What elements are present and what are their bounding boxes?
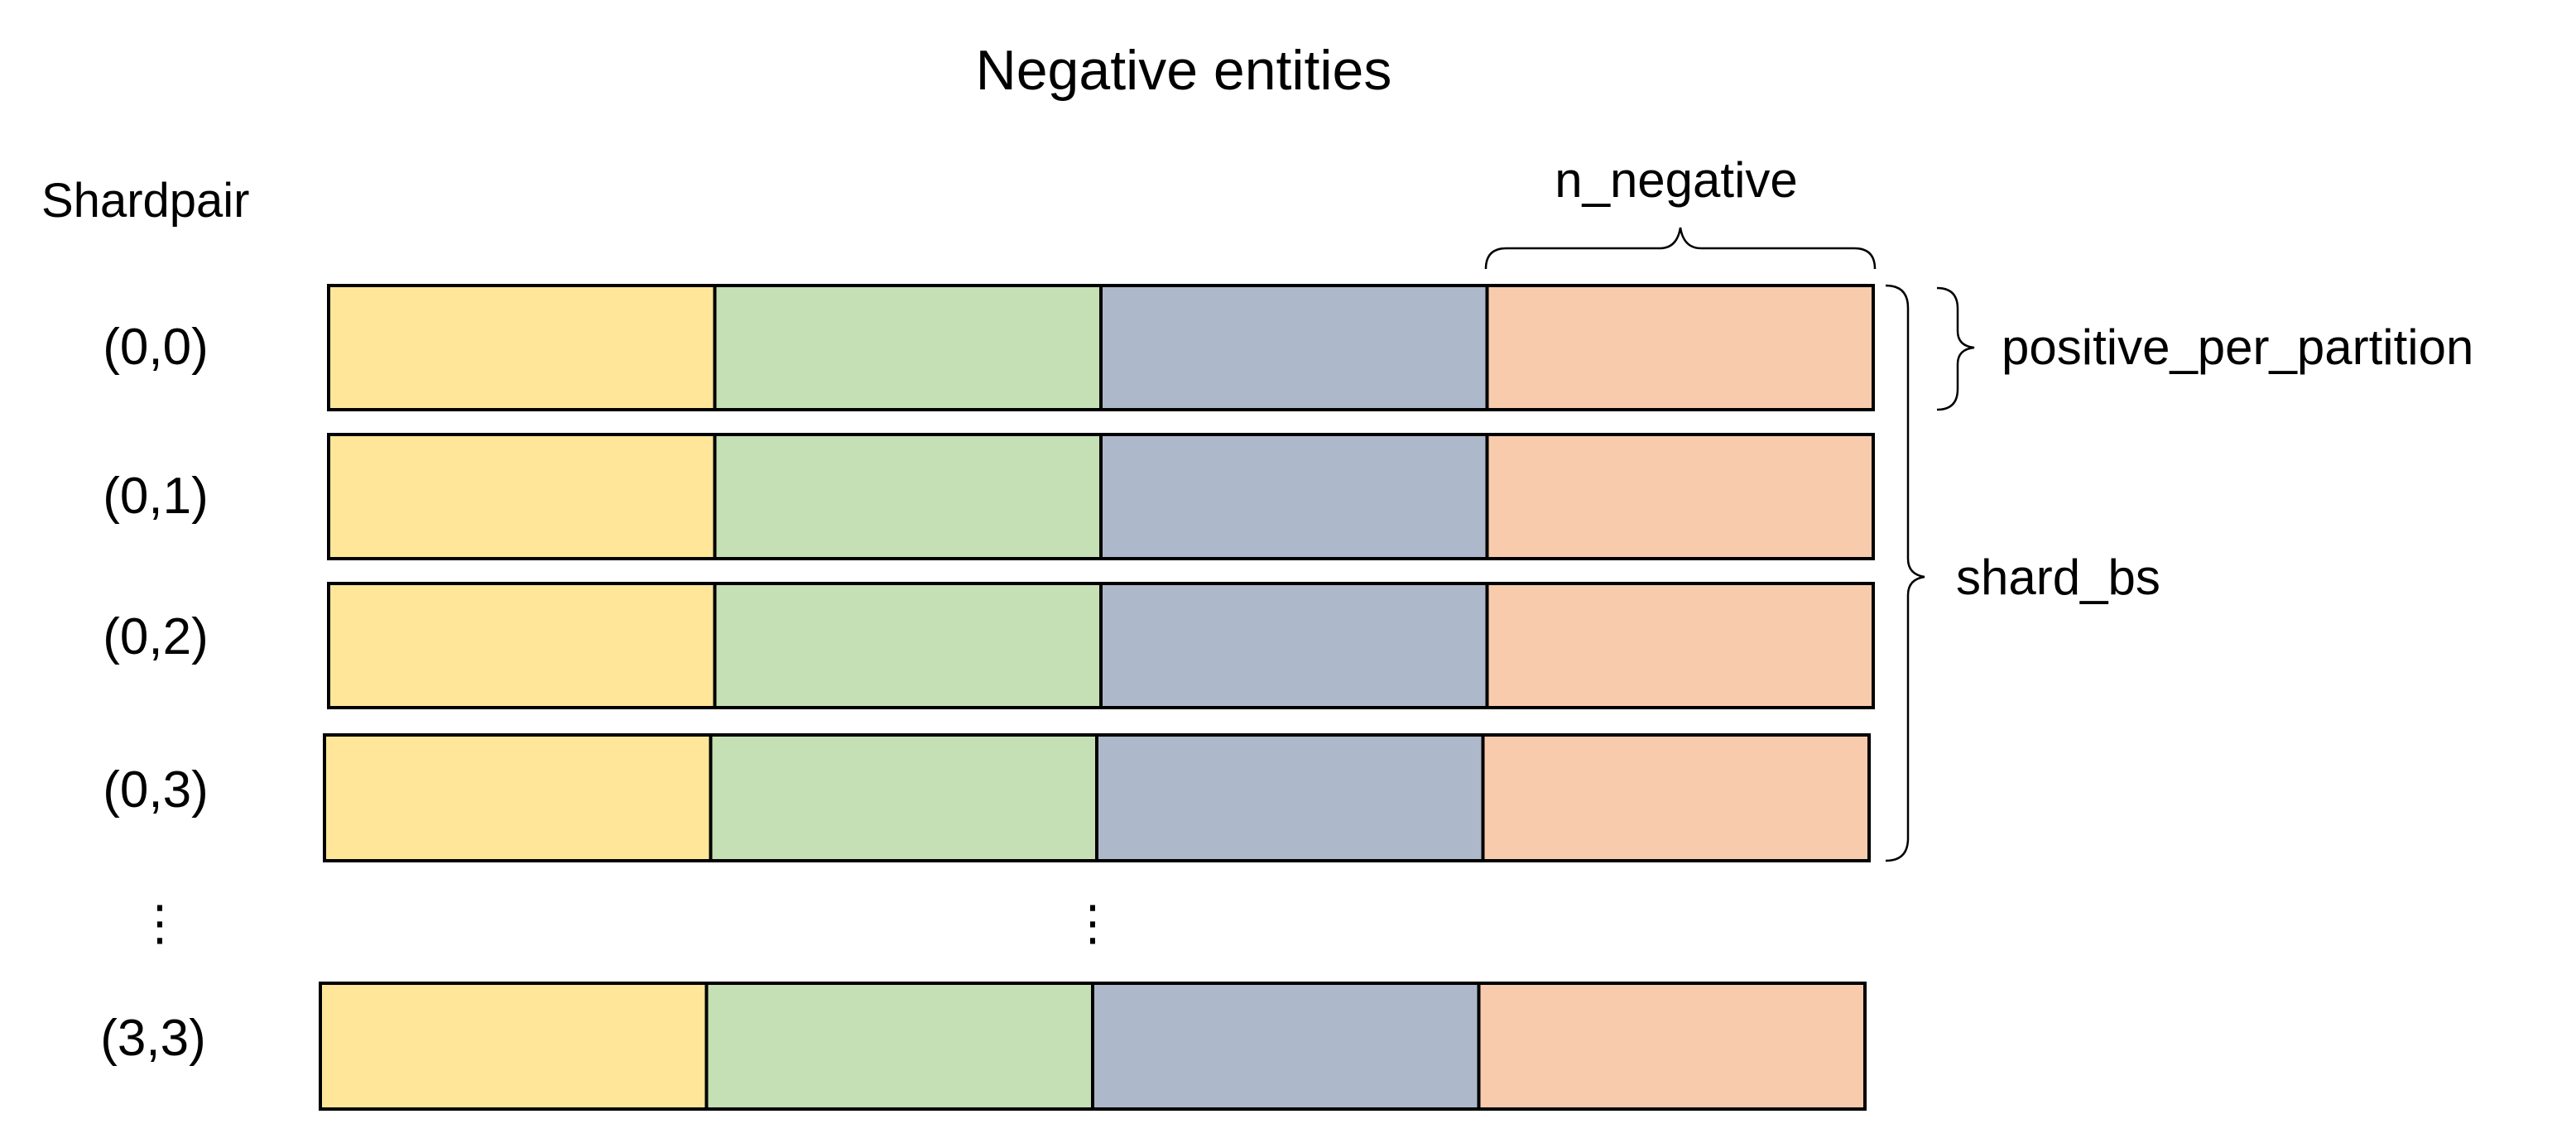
- shard-row-0-3: [323, 733, 1871, 862]
- cell-0-2-3: [1485, 582, 1875, 709]
- positive-per-partition-label: positive_per_partition: [2002, 319, 2473, 375]
- cell-3-3-3: [1477, 982, 1867, 1111]
- cell-0-2-2: [1099, 582, 1489, 709]
- diagram-title: Negative entities: [976, 39, 1392, 102]
- n-negative-label: n_negative: [1555, 152, 1798, 208]
- row-label-0-3: (0,3): [103, 761, 208, 819]
- cell-0-1-3: [1485, 433, 1875, 560]
- shardpair-label: Shardpair: [41, 174, 249, 228]
- cell-0-2-1: [713, 582, 1103, 709]
- cell-3-3-0: [319, 982, 709, 1111]
- cell-0-0-1: [713, 284, 1103, 411]
- cell-0-1-2: [1099, 433, 1489, 560]
- positive-per-partition-brace: [1936, 286, 1975, 411]
- shard-row-3-3: [319, 982, 1867, 1111]
- shard-bs-brace: [1885, 284, 1925, 862]
- shard-row-0-2: [327, 582, 1875, 709]
- cell-0-1-1: [713, 433, 1103, 560]
- shard-row-0-0: [327, 284, 1875, 411]
- cell-3-3-1: [704, 982, 1094, 1111]
- cell-0-0-2: [1099, 284, 1489, 411]
- cell-0-1-0: [327, 433, 717, 560]
- cell-0-0-0: [327, 284, 717, 411]
- row-ellipsis: ⋮: [136, 896, 184, 950]
- row-label-0-0: (0,0): [103, 319, 208, 376]
- cell-0-3-3: [1481, 733, 1871, 862]
- n-negative-brace: [1484, 227, 1877, 270]
- row-label-3-3: (3,3): [100, 1010, 205, 1067]
- cell-3-3-2: [1091, 982, 1481, 1111]
- cell-0-3-1: [709, 733, 1098, 862]
- cell-0-3-2: [1095, 733, 1485, 862]
- row-label-0-1: (0,1): [103, 468, 208, 525]
- cell-0-3-0: [323, 733, 713, 862]
- shard-row-0-1: [327, 433, 1875, 560]
- shard-bs-label: shard_bs: [1956, 550, 2160, 605]
- cell-0-0-3: [1485, 284, 1875, 411]
- cell-0-2-0: [327, 582, 717, 709]
- cell-ellipsis: ⋮: [1069, 896, 1117, 950]
- row-label-0-2: (0,2): [103, 608, 208, 665]
